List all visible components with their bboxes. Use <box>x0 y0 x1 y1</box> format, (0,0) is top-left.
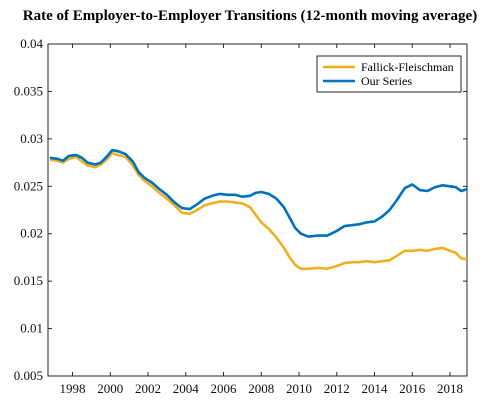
y-tick-label: 0.02 <box>20 226 43 241</box>
x-tick-label: 2000 <box>97 381 123 396</box>
x-tick-label: 2018 <box>437 381 463 396</box>
y-tick-label: 0.025 <box>14 178 43 193</box>
series-line-0 <box>49 151 468 271</box>
y-tick-label: 0.015 <box>14 273 43 288</box>
x-tick-label: 2012 <box>324 381 350 396</box>
y-tick-label: 0.04 <box>20 36 43 51</box>
x-tick-label: 2008 <box>248 381 274 396</box>
axes: 1998 2000 2002 2004 2006 2008 2010 2012 2014 2016… <box>14 36 468 396</box>
x-tick-label: 2006 <box>211 381 238 396</box>
y-tick-label: 0.005 <box>14 368 43 383</box>
series-line-1 <box>49 148 468 238</box>
plot-area-frame <box>47 43 468 377</box>
series-layer <box>49 148 468 271</box>
x-tick-label: 2010 <box>286 381 312 396</box>
legend-label-1: Our Series <box>361 74 412 88</box>
y-tick-label: 0.035 <box>14 83 43 98</box>
legend-box <box>316 55 462 93</box>
y-tick-label: 0.03 <box>20 131 43 146</box>
x-tick-label: 2002 <box>135 381 161 396</box>
x-tick-label: 2014 <box>362 381 389 396</box>
legend-label-0: Fallick-Fleischman <box>361 60 454 74</box>
y-tick-label: 0.01 <box>20 321 43 336</box>
x-tick-label: 1998 <box>60 381 86 396</box>
x-tick-label: 2016 <box>399 381 426 396</box>
chart-title: Rate of Employer-to-Employer Transitions… <box>23 8 477 24</box>
x-tick-label: 2004 <box>173 381 200 396</box>
